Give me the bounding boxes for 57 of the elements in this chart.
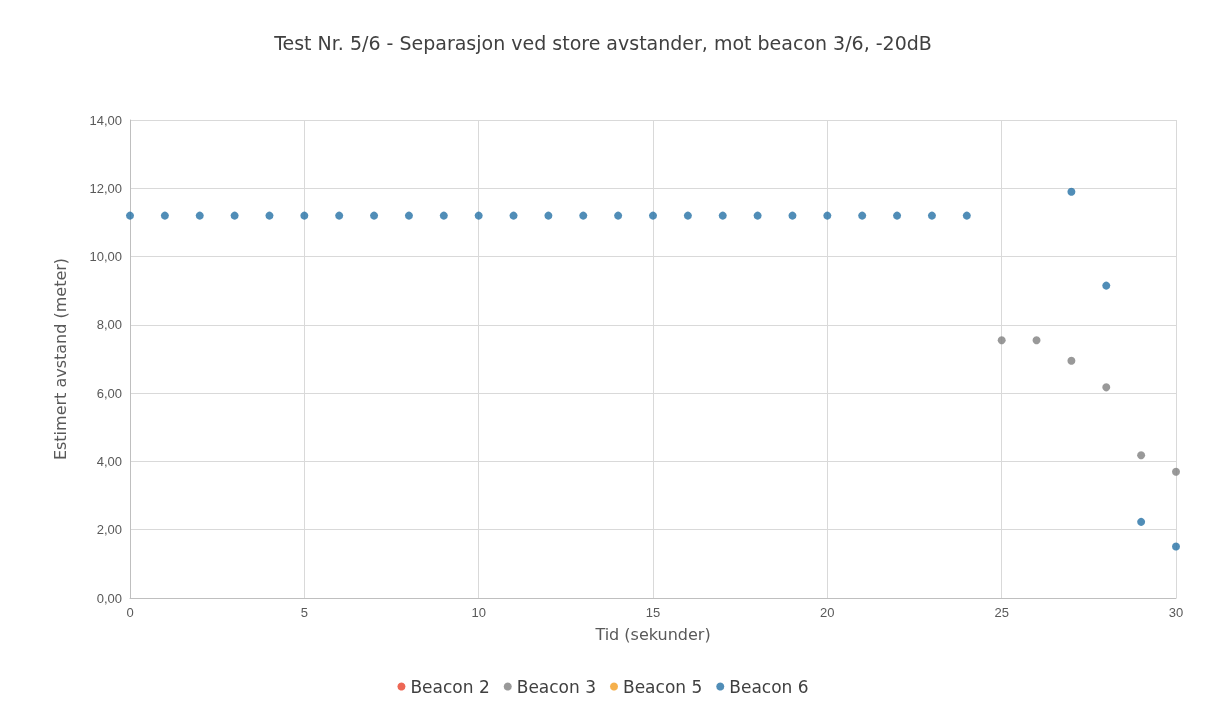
point xyxy=(1067,187,1076,196)
point xyxy=(509,211,518,220)
point xyxy=(893,211,902,220)
y-tick-label: 0,00 xyxy=(96,590,122,606)
y-tick-label: 12,00 xyxy=(89,180,122,196)
point xyxy=(1172,542,1180,551)
point xyxy=(683,211,692,220)
x-tick-label: 30 xyxy=(1168,605,1184,620)
point xyxy=(718,211,727,220)
point xyxy=(579,211,588,220)
point xyxy=(160,211,169,220)
legend-label: Beacon 6 xyxy=(729,676,809,697)
point xyxy=(823,211,832,220)
x-tick-label: 0 xyxy=(126,605,134,620)
point xyxy=(1172,467,1180,476)
point xyxy=(126,211,134,220)
point xyxy=(195,211,204,220)
y-tick-label: 6,00 xyxy=(96,385,122,401)
x-tick-label: 25 xyxy=(994,605,1009,620)
x-tick-label: 5 xyxy=(300,605,308,620)
point xyxy=(230,211,239,220)
point xyxy=(614,211,623,220)
x-axis-title: Tid (sekunder) xyxy=(594,624,711,644)
point xyxy=(927,211,936,220)
point xyxy=(753,211,762,220)
point xyxy=(1137,517,1146,526)
point xyxy=(404,211,413,220)
point xyxy=(1102,281,1111,290)
x-tick-label: 15 xyxy=(645,605,661,620)
y-tick-label: 4,00 xyxy=(96,453,122,469)
y-tick-label: 14,00 xyxy=(89,112,122,128)
y-tick-label: 2,00 xyxy=(96,522,122,538)
point xyxy=(300,211,309,220)
y-tick-label: 10,00 xyxy=(89,249,122,265)
legend-label: Beacon 2 xyxy=(410,676,490,697)
point xyxy=(1032,336,1041,345)
legend-label: Beacon 3 xyxy=(516,676,596,697)
point xyxy=(858,211,867,220)
x-tick-label: 10 xyxy=(471,605,486,620)
x-tick-label: 20 xyxy=(820,605,835,620)
y-axis-title: Estimert avstand (meter) xyxy=(50,257,70,461)
point xyxy=(544,211,553,220)
point xyxy=(370,211,379,220)
point xyxy=(649,211,657,220)
point xyxy=(788,211,797,220)
y-tick-label: 8,00 xyxy=(96,317,122,333)
point xyxy=(335,211,344,220)
legend-label: Beacon 5 xyxy=(623,676,703,697)
point xyxy=(1102,383,1111,392)
point xyxy=(265,211,274,220)
point xyxy=(997,336,1006,345)
point xyxy=(1137,451,1146,460)
point xyxy=(1067,356,1076,365)
point xyxy=(962,211,971,220)
chart-title: Test Nr. 5/6 - Separasjon ved store avstander, mot beacon 3/6, -20dB xyxy=(273,31,932,54)
point xyxy=(439,211,448,220)
point xyxy=(474,211,483,220)
